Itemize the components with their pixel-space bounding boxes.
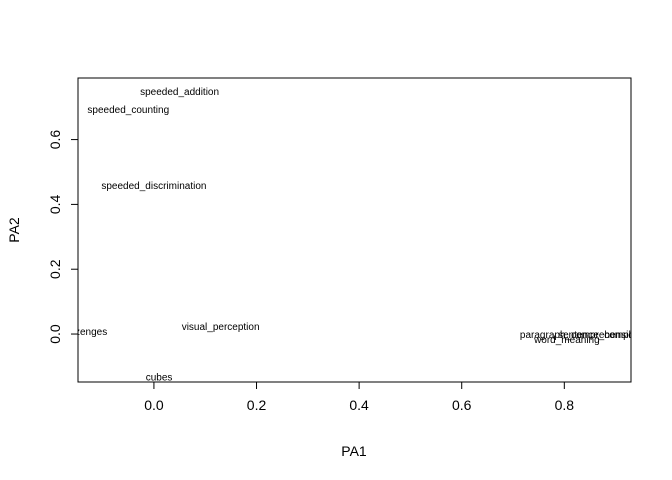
point-label: paragraph_comprehension: [520, 330, 640, 341]
y-tick-label: 0.4: [47, 194, 63, 214]
y-tick-label: 0.2: [47, 259, 63, 279]
x-tick-label: 0.8: [555, 397, 575, 413]
point-label: speeded_discrimination: [101, 181, 206, 192]
x-tick-label: 0.2: [247, 397, 267, 413]
y-axis: 0.0 0.2 0.4 0.6: [47, 130, 79, 344]
x-axis: 0.0 0.2 0.4 0.6 0.8: [144, 381, 575, 413]
point-labels: speeded_addition speeded_counting speeded_…: [67, 87, 653, 383]
x-tick-label: 0.0: [144, 397, 164, 413]
x-tick-label: 0.4: [349, 397, 369, 413]
point-label: cubes: [146, 372, 173, 383]
y-tick-label: 0.0: [47, 324, 63, 344]
y-axis-label: PA2: [6, 217, 22, 243]
point-label: sentence_completion: [558, 330, 653, 341]
point-label: lozenges: [67, 327, 107, 338]
point-label: visual_perception: [182, 322, 260, 333]
point-label: speeded_addition: [140, 87, 219, 98]
point-label: speeded_counting: [87, 105, 169, 116]
x-axis-label: PA1: [341, 443, 367, 459]
y-tick-label: 0.6: [47, 130, 63, 150]
x-tick-label: 0.6: [452, 397, 472, 413]
point-label: word_meaning: [533, 335, 600, 346]
